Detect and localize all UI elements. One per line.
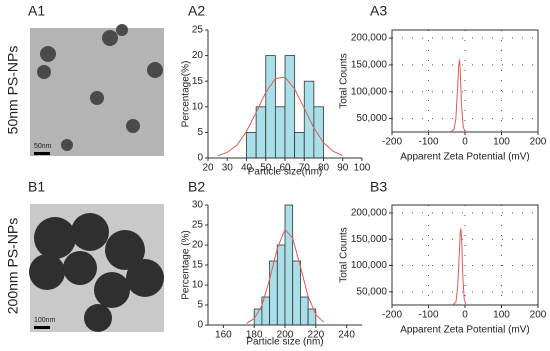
y-tick-label: 50,000 xyxy=(356,286,387,297)
x-tick-label: 200 xyxy=(277,330,294,341)
x-tick-label: 40 xyxy=(241,163,253,174)
y-tick-label: 100,000 xyxy=(351,260,388,271)
x-tick-label: -200 xyxy=(382,137,402,148)
bar xyxy=(269,260,278,326)
bar xyxy=(292,260,301,326)
x-axis-label: Particle size(nm) xyxy=(248,167,322,178)
row-label: 50nm PS-NPs xyxy=(5,46,21,135)
x-tick-label: 200 xyxy=(530,137,547,148)
bar xyxy=(303,80,315,159)
panel-label: B3 xyxy=(370,179,387,195)
tem-image: 100nm xyxy=(29,204,164,332)
axes xyxy=(207,30,362,159)
x-tick-label: 30 xyxy=(222,163,234,174)
panel-label: A2 xyxy=(188,3,205,19)
axes xyxy=(207,205,362,326)
x-tick-label: -100 xyxy=(418,310,438,321)
x-tick-label: 60 xyxy=(279,163,291,174)
x-tick-label: 20 xyxy=(202,163,214,174)
bar xyxy=(294,131,305,159)
panel-label: A1 xyxy=(28,3,45,19)
y-tick-label: 200,000 xyxy=(351,208,388,219)
bar xyxy=(284,204,294,326)
y-tick-label: 15 xyxy=(192,76,204,87)
x-tick-label: 90 xyxy=(337,163,349,174)
plot-frame xyxy=(391,204,539,306)
line xyxy=(450,59,466,133)
x-tick-label: 80 xyxy=(318,163,330,174)
x-axis-label: Apparent Zeta Potential (mV) xyxy=(400,325,530,336)
x-tick-label: 70 xyxy=(299,163,311,174)
scale-bar-label: 100nm xyxy=(34,317,56,324)
y-tick-label: 5 xyxy=(197,127,203,138)
bar xyxy=(284,55,296,159)
x-tick-label: 240 xyxy=(338,330,355,341)
y-tick-label: 10 xyxy=(192,101,204,112)
panel-label: B2 xyxy=(188,179,205,195)
x-axis-label: Particle size (nm) xyxy=(246,337,323,348)
y-tick-label: 150,000 xyxy=(351,60,388,71)
tem-image: 50nm xyxy=(30,24,164,156)
y-tick-label: 25 xyxy=(192,25,204,36)
y-axis-label: Percentage (%) xyxy=(181,230,192,299)
x-tick-label: 160 xyxy=(215,330,232,341)
bar xyxy=(255,106,267,159)
y-tick-label: 100,000 xyxy=(351,86,388,97)
x-tick-label: 200 xyxy=(530,310,547,321)
bar xyxy=(313,106,324,159)
y-tick-label: 20 xyxy=(192,240,204,251)
y-tick-label: 30 xyxy=(192,200,204,211)
y-tick-label: 50,000 xyxy=(356,113,387,124)
scale-bar-label: 50nm xyxy=(34,143,52,150)
y-axis-label: Total Counts xyxy=(339,227,350,283)
x-tick-label: 100 xyxy=(493,137,510,148)
y-axis-label: Percentage(%) xyxy=(181,61,192,128)
y-axis-label: Total Counts xyxy=(339,53,350,109)
y-tick-label: 10 xyxy=(192,280,204,291)
y-tick-label: 20 xyxy=(192,50,204,61)
fit-curve xyxy=(217,76,343,157)
y-tick-label: 25 xyxy=(192,220,204,231)
panel-label: A3 xyxy=(370,3,387,19)
x-tick-label: 0 xyxy=(462,310,468,321)
x-tick-label: 100 xyxy=(354,163,371,174)
x-tick-label: 220 xyxy=(307,330,324,341)
bar xyxy=(299,296,309,326)
y-tick-label: 150,000 xyxy=(351,234,388,245)
bar xyxy=(265,55,276,159)
row-label: 200nm PS-NPs xyxy=(5,218,21,314)
y-tick-label: 0 xyxy=(197,153,203,164)
x-axis-label: Apparent Zeta Potential (mV) xyxy=(400,152,530,163)
x-tick-label: -100 xyxy=(418,137,438,148)
line xyxy=(451,228,467,306)
y-tick-label: 200,000 xyxy=(351,33,388,44)
x-tick-label: 180 xyxy=(246,330,263,341)
y-tick-label: 5 xyxy=(197,300,203,311)
bar xyxy=(246,131,257,159)
bar xyxy=(276,244,286,326)
fit-curve xyxy=(246,228,324,324)
bar xyxy=(274,106,286,159)
y-tick-label: 0 xyxy=(197,320,203,331)
y-tick-label: 15 xyxy=(192,260,204,271)
x-tick-label: -200 xyxy=(382,310,402,321)
x-tick-label: 100 xyxy=(493,310,510,321)
x-tick-label: 0 xyxy=(462,137,468,148)
x-tick-label: 50 xyxy=(260,163,272,174)
panel-label: B1 xyxy=(28,179,45,195)
